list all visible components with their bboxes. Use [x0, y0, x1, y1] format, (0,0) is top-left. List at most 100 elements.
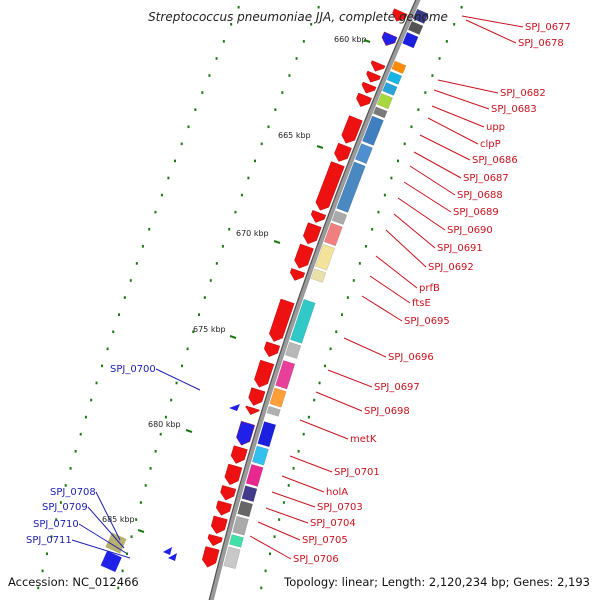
gene-label-spj_0682: SPJ_0682 [500, 88, 546, 99]
gene-block [266, 405, 281, 417]
tick-dot [135, 518, 138, 521]
tick-dot [453, 22, 456, 26]
tick-dot [417, 108, 420, 111]
gene-block [354, 143, 373, 164]
gene-arrow [248, 387, 266, 406]
gene-arrow [215, 500, 232, 516]
tick-dot [281, 91, 284, 94]
leader-line [403, 181, 452, 213]
tick-dot [74, 449, 77, 453]
leader-line [265, 507, 309, 524]
tick-dot [175, 381, 178, 385]
gene-block [376, 93, 393, 110]
tick-dot [278, 518, 281, 521]
tick-dot [313, 398, 316, 402]
tick-dot [403, 142, 406, 146]
gene-block [362, 115, 384, 146]
gene-label-spj_0705: SPJ_0705 [302, 535, 348, 546]
reverse-gene-arrow [168, 553, 177, 561]
gene-arrow [392, 8, 408, 22]
tick-dot [69, 467, 72, 470]
tick-dot [445, 40, 448, 43]
gene-label-spj_0691: SPJ_0691 [437, 243, 483, 254]
tick-dot [274, 108, 277, 111]
tick-dot [37, 586, 40, 590]
tick-dot [154, 210, 157, 214]
tick-dot [460, 5, 463, 9]
tick-dot [324, 364, 327, 368]
gene-block [223, 546, 241, 569]
gene-block [257, 421, 277, 448]
tick-dot [164, 415, 167, 419]
gene-label-spj_0695: SPJ_0695 [404, 316, 450, 327]
tick-dot [55, 518, 58, 521]
leader-line [95, 491, 121, 541]
tick-dot [260, 142, 263, 146]
genome-backbone [208, 0, 421, 600]
backbone-line [208, 0, 421, 600]
leader-line [385, 229, 427, 268]
tick-dot [335, 330, 338, 334]
tick-dot [302, 432, 305, 436]
tick-dot [79, 432, 82, 436]
tick-dot [215, 262, 218, 265]
leader-line [375, 255, 418, 289]
tick-dot [117, 313, 120, 316]
tick-dot [160, 193, 163, 197]
leader-line [369, 275, 411, 304]
leader-line [437, 79, 499, 94]
leader-line [257, 521, 301, 541]
gene-block [382, 82, 398, 96]
gene-arrow [220, 485, 237, 501]
leader-line [299, 419, 349, 440]
leader-line [271, 491, 316, 508]
tick-dot [222, 40, 225, 43]
tick-dot [215, 57, 218, 60]
gene-label-prfb: prfB [419, 283, 440, 294]
gene-block [252, 445, 269, 466]
backbone-edge [208, 0, 417, 600]
tick-dot [358, 262, 361, 265]
gene-block [391, 60, 407, 74]
tick-dot [95, 381, 98, 385]
gene-label-clpp: clpP [480, 139, 501, 150]
gene-arrow [303, 222, 322, 245]
gene-label-spj_0698: SPJ_0698 [364, 406, 410, 417]
leader-line [465, 19, 517, 44]
gene-block [285, 341, 302, 359]
gene-arrow [263, 341, 281, 357]
gene-arrow [310, 210, 327, 223]
leader-line [315, 391, 363, 412]
leader-line [87, 506, 125, 549]
gene-label-spj_0703: SPJ_0703 [317, 502, 363, 513]
tick-dot [209, 279, 212, 282]
tick-dot [297, 449, 300, 453]
tick-dot [317, 5, 320, 9]
gene-block [269, 387, 287, 408]
gene-block [331, 210, 348, 225]
tick-dot [148, 227, 151, 231]
tick-dot [141, 245, 144, 248]
tick-dot [167, 176, 170, 180]
leader-line [78, 523, 127, 554]
tick-dots [37, 5, 463, 590]
leader-line [71, 539, 131, 559]
tick-dot [130, 535, 133, 538]
tick-dot [159, 432, 162, 436]
tick-dot [144, 484, 147, 487]
gene-label-spj_0678: SPJ_0678 [518, 38, 564, 49]
gene-block [336, 161, 366, 213]
gene-arrow [224, 463, 243, 486]
gene-arrow [210, 515, 228, 534]
gene-arrow [245, 405, 260, 415]
gene-label-spj_0701: SPJ_0701 [334, 467, 380, 478]
leader-line [393, 213, 436, 249]
tick-dot [228, 227, 231, 231]
tick-mark [363, 39, 371, 43]
tick-dot [186, 347, 189, 351]
gene-label-spj_0686: SPJ_0686 [472, 155, 518, 166]
gene-label-spj_0689: SPJ_0689 [453, 207, 499, 218]
gene-track [100, 8, 429, 572]
tick-dot [318, 381, 321, 385]
